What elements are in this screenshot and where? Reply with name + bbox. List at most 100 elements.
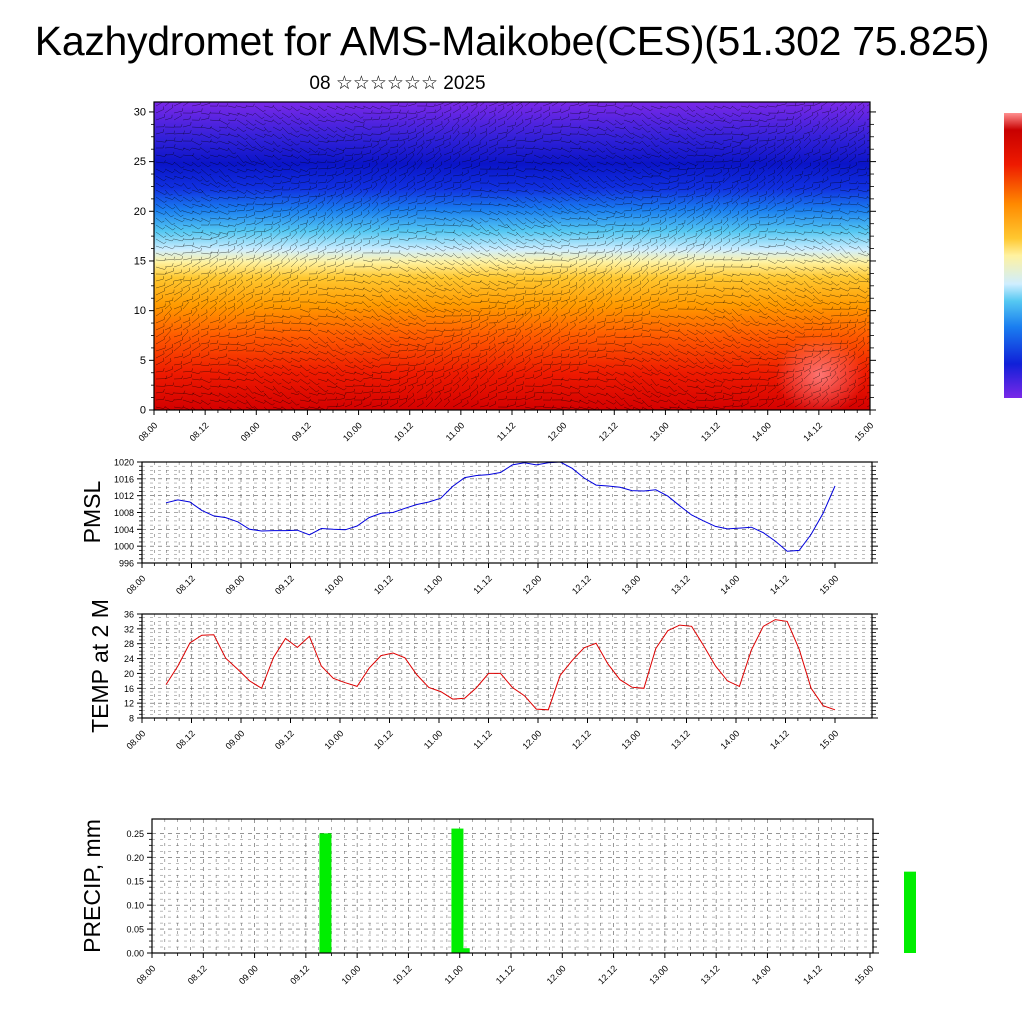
wind-barb: [425, 368, 435, 373]
wind-barb: [569, 339, 579, 345]
wind-barb: [713, 294, 724, 299]
y-tick-label: 0.10: [126, 901, 144, 911]
wind-barb: [209, 392, 221, 397]
wind-barb: [731, 402, 743, 408]
wind-barb: [326, 286, 337, 290]
wind-barb: [353, 382, 366, 387]
wind-barb: [821, 372, 832, 380]
wind-barb: [776, 301, 787, 309]
wind-barb: [686, 357, 698, 365]
wind-barb: [659, 105, 669, 109]
y-tick-label: 0: [140, 405, 146, 417]
wind-barb: [659, 233, 669, 240]
wind-barb: [605, 300, 613, 310]
wind-barb: [794, 125, 802, 135]
wind-barb: [245, 392, 256, 399]
wind-barb: [155, 196, 167, 203]
wind-barb: [767, 336, 777, 340]
wind-barb: [641, 229, 650, 240]
wind-barb: [803, 132, 811, 142]
wind-barb: [848, 224, 860, 229]
wind-barb: [407, 259, 418, 263]
wind-barb: [470, 217, 482, 224]
wind-barb: [848, 180, 858, 185]
wind-barb: [191, 294, 200, 303]
wind-barb: [560, 309, 570, 317]
wind-barb: [317, 172, 327, 177]
wind-barb: [155, 282, 166, 289]
wind-barb: [686, 206, 696, 212]
wind-barb: [749, 287, 760, 292]
wind-barb: [507, 180, 516, 184]
wind-barb: [794, 208, 805, 212]
wind-barb: [263, 287, 271, 296]
wind-barb: [371, 232, 379, 240]
wind-barb: [353, 119, 366, 124]
wind-barb: [308, 270, 318, 275]
wind-barb: [335, 364, 346, 372]
wind-barb: [596, 287, 604, 296]
wind-barb: [227, 287, 234, 296]
wind-barb: [812, 301, 823, 305]
wind-barb: [524, 128, 534, 135]
wind-barb: [632, 296, 641, 303]
wind-barb: [767, 287, 777, 294]
wind-barb: [254, 273, 262, 282]
wind-barb: [731, 118, 744, 122]
wind-barb: [605, 161, 615, 166]
wind-barb: [443, 371, 451, 380]
wind-barb: [299, 219, 308, 226]
wind-barb: [560, 154, 571, 158]
wind-barb: [443, 113, 451, 121]
wind-barb: [452, 210, 463, 214]
wind-barb: [605, 210, 617, 215]
wind-barb: [227, 334, 239, 339]
wind-barb: [479, 224, 490, 232]
wind-barb: [344, 112, 354, 116]
wind-barb: [848, 154, 857, 163]
wind-barb: [191, 258, 201, 268]
wind-barb: [434, 294, 445, 299]
wind-barb: [407, 321, 418, 325]
wind-barb: [758, 357, 769, 361]
wind-barb: [416, 235, 427, 240]
wind-barb: [362, 287, 373, 293]
wind-barb: [435, 229, 444, 233]
wind-barb: [641, 288, 650, 296]
wind-barb: [515, 157, 525, 163]
wind-barb: [794, 146, 801, 156]
wind-barb: [533, 203, 542, 211]
wind-barb: [839, 323, 848, 331]
wind-barb: [776, 102, 787, 107]
wind-barb: [479, 148, 488, 156]
wind-barb: [290, 194, 301, 198]
wind-barb: [821, 280, 833, 286]
wind-barb: [803, 183, 813, 191]
wind-barb: [317, 313, 328, 317]
wind-barb: [704, 308, 716, 315]
wind-barb: [641, 252, 649, 261]
wind-barb: [209, 161, 220, 166]
wind-barb: [182, 223, 193, 227]
wind-barb: [830, 259, 842, 264]
wind-barb: [704, 204, 713, 212]
wind-barb: [272, 406, 283, 410]
wind-barb: [776, 206, 787, 212]
wind-barb: [668, 357, 680, 362]
wind-barb: [848, 238, 858, 244]
wind-barb: [254, 112, 265, 119]
wind-barb: [461, 176, 471, 184]
wind-barb: [713, 188, 721, 198]
wind-barb: [560, 175, 572, 180]
wind-barb: [515, 258, 527, 262]
wind-barb: [641, 264, 648, 275]
wind-barb: [821, 102, 829, 107]
wind-barb: [803, 365, 811, 373]
wind-barb: [542, 397, 552, 401]
wind-barb: [641, 333, 652, 338]
wind-barb: [515, 301, 524, 310]
wind-barb: [551, 231, 563, 237]
wind-barb: [641, 239, 651, 247]
wind-barb: [281, 236, 288, 247]
wind-barb: [506, 142, 517, 149]
